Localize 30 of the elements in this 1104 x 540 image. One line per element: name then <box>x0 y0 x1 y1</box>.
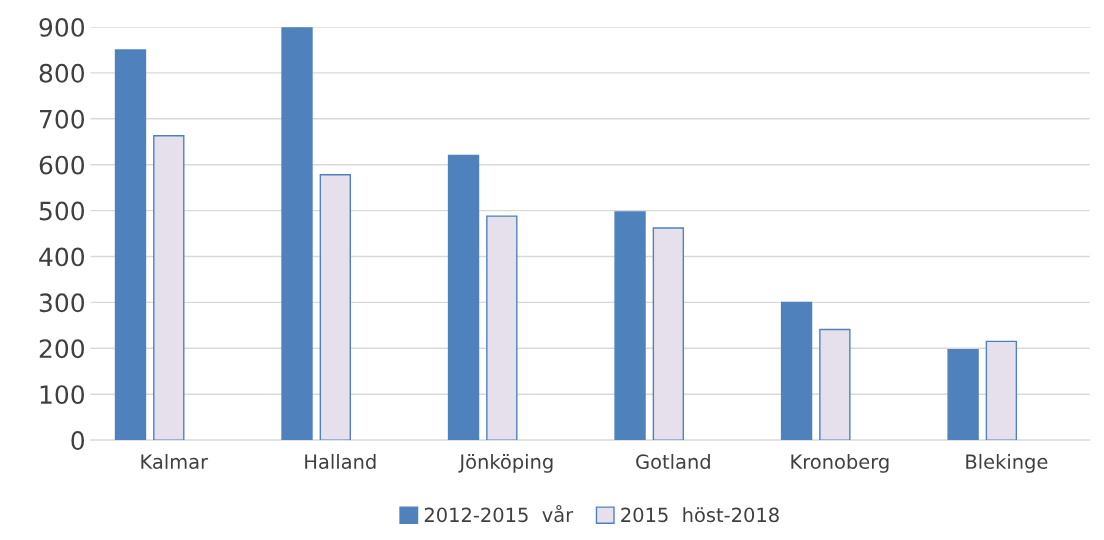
bar <box>780 301 813 441</box>
bar <box>947 348 979 441</box>
x-tick-label: Kalmar <box>141 453 209 470</box>
y-tick-label: 900 <box>39 17 85 37</box>
legend-label: 2015 höst-2018 <box>621 507 779 523</box>
x-tick-label: Kronoberg <box>791 453 889 473</box>
y-tick-label: 200 <box>39 339 85 359</box>
y-tick-label: 100 <box>40 385 85 405</box>
y-tick-label: 300 <box>39 293 85 313</box>
legend-label: 2012-2015 vår <box>424 504 574 523</box>
bar <box>153 135 185 441</box>
y-tick-label: 800 <box>39 63 85 83</box>
y-tick-label: 700 <box>40 109 85 129</box>
y-tick-label: 0 <box>71 431 85 450</box>
bar <box>652 227 685 441</box>
bar <box>319 174 351 441</box>
y-tick-label: 400 <box>39 247 85 267</box>
x-tick-label: Jönköping <box>458 453 553 473</box>
y-tick-label: 600 <box>39 155 85 175</box>
bar <box>114 49 147 441</box>
x-tick-label: Blekinge <box>966 453 1048 473</box>
bar <box>447 154 480 441</box>
bar <box>281 27 313 441</box>
bar <box>614 211 646 441</box>
x-tick-label: Halland <box>305 453 376 470</box>
bar <box>486 215 518 441</box>
bar <box>819 328 851 441</box>
y-tick-label: 500 <box>39 201 85 221</box>
x-tick-label: Gotland <box>636 453 710 470</box>
bar <box>985 340 1018 441</box>
